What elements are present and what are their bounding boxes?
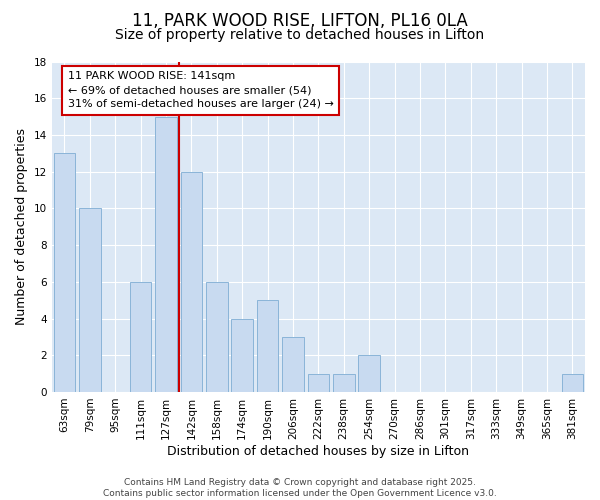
Bar — [308, 374, 329, 392]
Bar — [358, 355, 380, 392]
Text: 11 PARK WOOD RISE: 141sqm
← 69% of detached houses are smaller (54)
31% of semi-: 11 PARK WOOD RISE: 141sqm ← 69% of detac… — [68, 72, 334, 110]
Bar — [181, 172, 202, 392]
Bar — [155, 116, 177, 392]
Text: 11, PARK WOOD RISE, LIFTON, PL16 0LA: 11, PARK WOOD RISE, LIFTON, PL16 0LA — [132, 12, 468, 30]
Bar — [232, 318, 253, 392]
Bar — [333, 374, 355, 392]
Y-axis label: Number of detached properties: Number of detached properties — [15, 128, 28, 325]
Bar — [206, 282, 227, 392]
Bar — [257, 300, 278, 392]
X-axis label: Distribution of detached houses by size in Lifton: Distribution of detached houses by size … — [167, 444, 469, 458]
Bar — [562, 374, 583, 392]
Bar — [130, 282, 151, 392]
Bar — [282, 337, 304, 392]
Text: Size of property relative to detached houses in Lifton: Size of property relative to detached ho… — [115, 28, 485, 42]
Text: Contains HM Land Registry data © Crown copyright and database right 2025.
Contai: Contains HM Land Registry data © Crown c… — [103, 478, 497, 498]
Bar — [53, 154, 75, 392]
Bar — [79, 208, 101, 392]
